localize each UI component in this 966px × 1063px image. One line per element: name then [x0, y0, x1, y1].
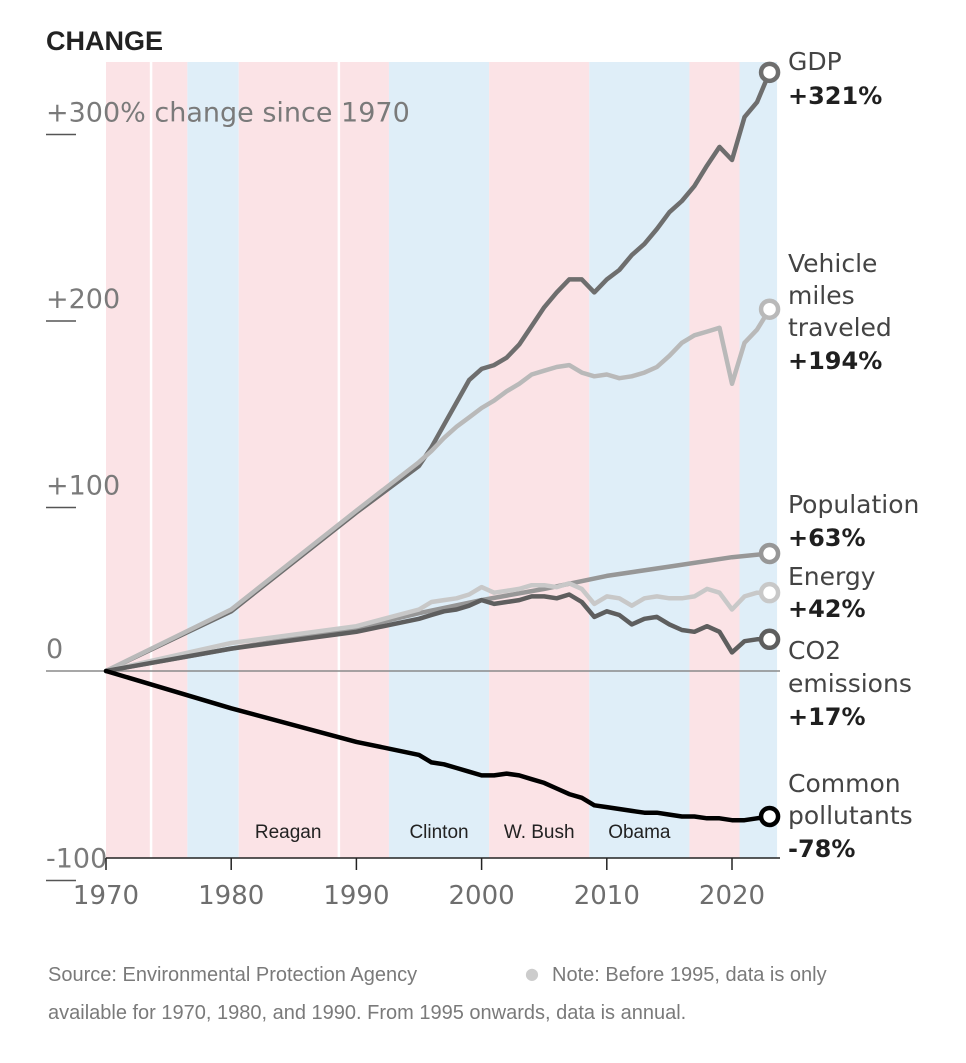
series-name-vmt-line1: Vehicle — [788, 249, 877, 278]
presidency-band-7 — [589, 62, 690, 858]
series-name-population: Population — [788, 490, 919, 519]
presidency-band-2 — [187, 62, 239, 858]
presidency-label-obama: Obama — [608, 822, 671, 843]
presidency-band-4 — [340, 62, 389, 858]
series-line-co2-emissions — [103, 592, 772, 674]
series-name-pollutants-line1: Common — [788, 769, 901, 798]
y-tick-label-4: -100 — [46, 844, 107, 875]
y-tick-label-2: +100 — [46, 471, 120, 502]
series-value-vmt: +194% — [788, 347, 882, 375]
series-name-energy: Energy — [788, 562, 876, 591]
y-tick-label-3: 0 — [46, 634, 63, 665]
series-line-vehicle-miles-traveled — [103, 306, 772, 674]
presidency-band-6 — [489, 62, 590, 858]
series-value-energy: +42% — [788, 595, 866, 623]
end-marker-energy — [758, 581, 781, 604]
x-tick-label-0: 1970 — [73, 881, 139, 911]
y-tick-label-0: +300% change since 1970 — [46, 98, 410, 129]
x-tick-label-5: 2020 — [699, 881, 765, 911]
series-value-pollutants: -78% — [788, 835, 855, 863]
series-name-vmt-line3: traveled — [788, 313, 892, 342]
series-name-pollutants-line2: pollutants — [788, 801, 913, 830]
presidency-band-3 — [238, 62, 338, 858]
series-name-co2-line1: CO2 — [788, 636, 841, 665]
y-gridlines — [46, 133, 780, 882]
series-value-population: +63% — [788, 524, 866, 552]
end-marker-co2-emissions — [758, 628, 781, 651]
series-name-gdp: GDP — [788, 47, 842, 76]
series-name-vmt-line2: miles — [788, 281, 855, 310]
note-text: Note: Before 1995, data is only — [552, 964, 827, 986]
separator-dot: ● — [525, 964, 539, 983]
series-label-population: Population +63% — [788, 490, 919, 552]
presidency-label-w-bush: W. Bush — [504, 822, 575, 843]
end-marker-common-pollutants — [758, 805, 781, 828]
x-axis: 1970 1980 1990 2000 2010 2020 — [73, 857, 780, 911]
y-tick-label-1: +200 — [46, 284, 120, 315]
series-label-gdp: GDP +321% — [788, 47, 882, 110]
y-axis-labels: +300% change since 1970 +200 +100 0 -100 — [46, 98, 410, 875]
presidency-band-0 — [106, 62, 150, 858]
series-label-energy: Energy +42% — [788, 562, 876, 623]
series-label-pollutants: Common pollutants -78% — [788, 769, 913, 863]
note-text-line2: available for 1970, 1980, and 1990. From… — [48, 1002, 686, 1024]
presidency-label-reagan: Reagan — [255, 822, 322, 843]
series-lines — [103, 70, 772, 823]
series-line-energy — [103, 581, 772, 674]
series-value-gdp: +321% — [788, 82, 882, 110]
series-label-co2: CO2 emissions +17% — [788, 636, 912, 731]
series-line-gdp — [103, 70, 772, 674]
chart-title: CHANGE — [46, 26, 163, 56]
presidency-band-1 — [152, 62, 188, 858]
presidency-band-5 — [388, 62, 490, 858]
x-tick-label-3: 2000 — [449, 881, 515, 911]
x-tick-label-4: 2010 — [574, 881, 640, 911]
presidency-band-9 — [739, 62, 778, 858]
presidency-band-8 — [689, 62, 740, 858]
end-marker-vehicle-miles-traveled — [758, 298, 781, 320]
x-tick-label-2: 1990 — [323, 881, 389, 911]
end-marker-gdp — [758, 61, 781, 84]
end-marker-population — [758, 542, 781, 565]
series-name-co2-line2: emissions — [788, 669, 912, 698]
source-text: Source: Environmental Protection Agency — [48, 964, 417, 986]
x-tick-label-1: 1980 — [198, 881, 264, 911]
presidency-labels: Reagan Clinton W. Bush Obama — [255, 822, 671, 843]
series-value-co2: +17% — [788, 703, 866, 731]
series-line-common-pollutants — [103, 668, 772, 823]
presidency-label-clinton: Clinton — [409, 822, 468, 843]
series-label-vmt: Vehicle miles traveled +194% — [788, 249, 892, 375]
series-end-markers — [758, 61, 781, 828]
presidency-bands — [106, 62, 778, 858]
